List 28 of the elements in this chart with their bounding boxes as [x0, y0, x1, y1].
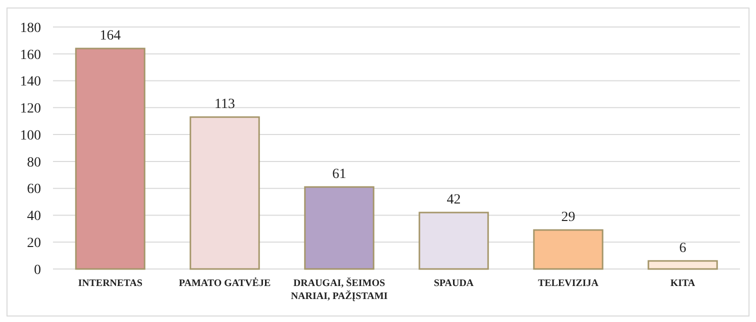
x-tick-label: DRAUGAI, ŠEIMOS NARIAI, PAŽĮSTAMI: [290, 277, 388, 302]
x-tick-label: TELEVIZIJA: [538, 278, 600, 289]
data-label: 164: [100, 28, 121, 44]
bar: [533, 229, 604, 270]
y-tick-label: 40: [27, 209, 41, 224]
data-label: 6: [679, 240, 686, 256]
y-tick-label: 20: [27, 236, 41, 252]
x-tick-label: INTERNETAS: [78, 278, 143, 289]
bar: [304, 186, 374, 270]
bar: [418, 212, 489, 270]
y-tick-label: 120: [20, 102, 41, 117]
data-label: 113: [214, 97, 235, 112]
x-tick-label: SPAUDA: [434, 278, 474, 289]
y-tick-label: 180: [20, 20, 41, 36]
data-label: 61: [332, 166, 346, 182]
y-tick-label: 160: [20, 48, 41, 63]
bar: [648, 260, 718, 270]
data-label: 42: [446, 192, 461, 208]
x-tick-label: PAMATO GATVĖJE: [178, 277, 271, 289]
y-tick-label: 60: [27, 182, 41, 198]
y-tick-label: 140: [20, 74, 41, 90]
y-tick-label: 0: [34, 262, 41, 278]
bar: [75, 48, 146, 270]
y-tick-label: 100: [20, 128, 41, 144]
bar: [190, 116, 260, 270]
y-tick-label: 80: [27, 155, 41, 170]
data-label: 29: [561, 210, 576, 226]
x-tick-label: KITA: [670, 278, 696, 289]
